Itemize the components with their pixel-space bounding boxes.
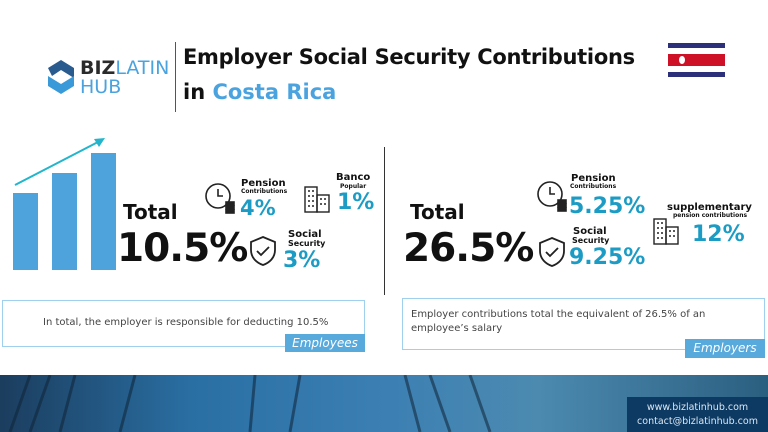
title-country: Costa Rica [212, 80, 337, 104]
employers-total-value: 26.5% [403, 226, 534, 271]
employers-pension-title: Pension [571, 173, 616, 184]
costa-rica-flag-icon [668, 43, 725, 77]
palm-leaves-graphic [8, 375, 492, 432]
employees-total-value: 10.5% [117, 226, 248, 271]
employers-tag: Employers [685, 339, 765, 358]
employees-banco-title: Banco [336, 172, 371, 183]
page-title: Employer Social Security Contributions [183, 45, 635, 69]
employees-social-subtitle: Security [288, 239, 326, 248]
employees-pension-subtitle: Contributions [241, 188, 288, 195]
logo-latin: LATIN [115, 57, 170, 79]
employers-pension-subtitle: Contributions [570, 183, 617, 190]
employers-social-value: 9.25% [569, 245, 646, 270]
employees-note: In total, the employer is responsible fo… [43, 317, 329, 328]
growth-chart-icon [13, 138, 116, 270]
section-divider [384, 147, 385, 295]
logo-mark-icon [48, 60, 74, 94]
logo-hub: HUB [80, 76, 122, 98]
employers-social-subtitle: Security [572, 236, 610, 245]
website-link[interactable]: www.bizlatinhub.com [646, 402, 749, 413]
employees-banco-value: 1% [337, 190, 375, 215]
employers-social-title: Social [573, 226, 607, 237]
employees-pension-value: 4% [240, 196, 276, 220]
building-icon [304, 186, 330, 213]
employees-pension-title: Pension [241, 178, 286, 189]
employers-total-label: Total [410, 200, 465, 224]
building-icon [653, 218, 679, 245]
clock-coins-icon [537, 181, 567, 212]
employees-tag: Employees [285, 334, 365, 352]
title-prefix: in [183, 80, 206, 104]
employers-supplementary-value: 12% [692, 222, 745, 247]
employers-note: Employer contributions total the equival… [411, 309, 706, 334]
shield-check-icon [539, 237, 565, 267]
logo: BIZLATIN HUB [44, 52, 174, 100]
contact-box: www.bizlatinhub.com contact@bizlatinhub.… [627, 397, 768, 432]
employees-social-title: Social [288, 229, 322, 240]
clock-coins-icon [205, 183, 235, 214]
employers-supplementary-subtitle: pension contributions [673, 212, 748, 219]
employers-supplementary-title: supplementary [667, 202, 752, 213]
logo-biz: BIZ [80, 57, 116, 79]
header-divider [175, 42, 176, 112]
email-link[interactable]: contact@bizlatinhub.com [637, 416, 758, 427]
employees-total-label: Total [123, 200, 178, 224]
employees-social-value: 3% [283, 248, 321, 273]
employees-banco-subtitle: Popular [340, 183, 367, 190]
employers-pension-value: 5.25% [569, 194, 646, 219]
shield-check-icon [250, 236, 276, 266]
